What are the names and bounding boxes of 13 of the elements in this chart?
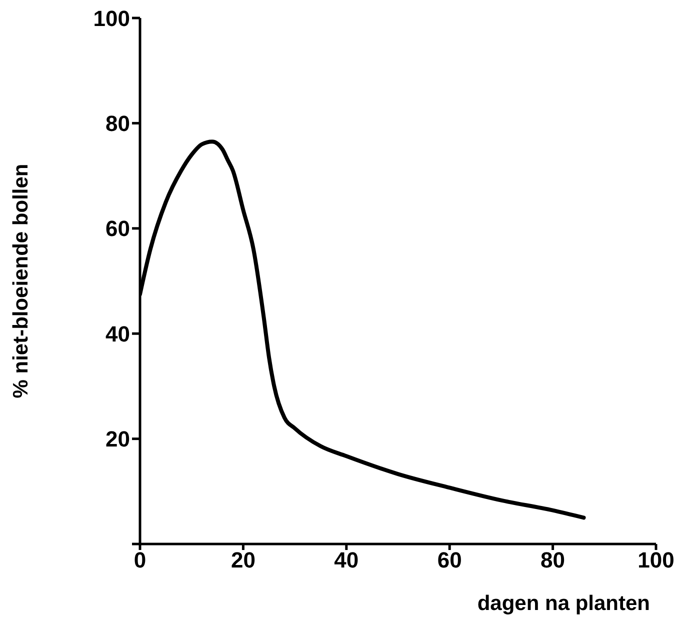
x-axis-title: dagen na planten bbox=[477, 592, 650, 615]
y-tick-label: 20 bbox=[106, 426, 130, 452]
y-tick-label: 40 bbox=[106, 321, 130, 346]
x-tick-label: 0 bbox=[134, 548, 146, 573]
y-tick-label: 100 bbox=[93, 6, 130, 31]
y-axis-title: % niet-bloeiende bollen bbox=[9, 164, 32, 398]
x-tick-label: 80 bbox=[540, 548, 566, 573]
y-tick-label: 80 bbox=[106, 111, 130, 136]
x-tick-label: 60 bbox=[437, 548, 462, 573]
x-tick-label: 20 bbox=[230, 548, 256, 573]
x-tick-label: 40 bbox=[334, 548, 359, 573]
x-tick-label: 100 bbox=[638, 548, 674, 573]
y-tick-label: 60 bbox=[106, 216, 130, 242]
